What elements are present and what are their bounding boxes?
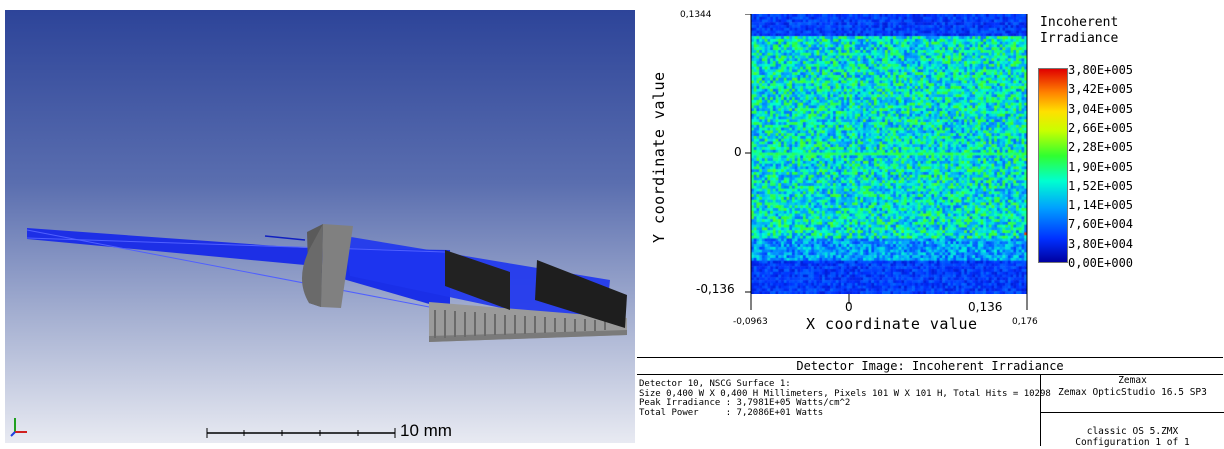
- info-vendor-block: Zemax Zemax OpticStudio 16.5 SP3: [1041, 374, 1224, 413]
- title-line-2: Irradiance: [1040, 31, 1119, 46]
- colorbar-tick-label: 3,04E+005: [1068, 101, 1134, 116]
- colorbar-tick-label: 7,60E+004: [1068, 217, 1134, 232]
- y-tick-top: 0,1344: [680, 10, 712, 20]
- prism-block: [445, 250, 510, 310]
- configuration: Configuration 1 of 1: [1075, 437, 1190, 448]
- info-config-block: classic OS 5.ZMX Configuration 1 of 1: [1041, 413, 1224, 448]
- layout-viewport[interactable]: [5, 10, 635, 443]
- detail-line-1: Detector 10, NSCG Surface 1:: [639, 379, 791, 389]
- x-tick-left: -0,0963: [733, 317, 768, 327]
- irradiance-title: Incoherent Irradiance: [1040, 15, 1180, 47]
- detail-line-3: Peak Irradiance : 3,7981E+05 Watts/cm^2: [639, 398, 851, 408]
- y-tick-bottom: -0,136: [696, 282, 735, 296]
- info-meta: Zemax Zemax OpticStudio 16.5 SP3 classic…: [1040, 374, 1224, 448]
- axis-triad-icon: [10, 418, 27, 437]
- colorbar-tick-label: 2,28E+005: [1068, 140, 1134, 155]
- heat-sink: [429, 302, 627, 342]
- detail-line-2: Size 0,400 W X 0,400 H Millimeters, Pixe…: [639, 388, 1051, 399]
- detail-line-4: Total Power : 7,2086E+01 Watts: [639, 407, 824, 418]
- colorbar-tick-label: 3,80E+004: [1068, 236, 1134, 251]
- detector-block: [535, 260, 627, 328]
- colorbar: [1038, 68, 1068, 263]
- file-name: classic OS 5.ZMX: [1086, 426, 1179, 437]
- product-name: Zemax OpticStudio 16.5 SP3: [1058, 387, 1207, 398]
- info-panel: Detector Image: Incoherent Irradiance De…: [637, 357, 1224, 448]
- scale-bar: [206, 428, 396, 438]
- x-tick-zero: 0: [845, 300, 853, 314]
- colorbar-tick-label: 1,52E+005: [1068, 178, 1134, 193]
- irradiance-heatmap: [751, 14, 1027, 294]
- y-axis-label: Y coordinate value: [650, 71, 668, 243]
- colorbar-tick-label: 1,14E+005: [1068, 198, 1134, 213]
- scale-bar-label: 10 mm: [400, 421, 452, 440]
- lens-element: [302, 224, 353, 308]
- x-axis-label: X coordinate value: [806, 315, 978, 333]
- optical-layout-drawing: [10, 224, 627, 437]
- y-tick-zero: 0: [734, 145, 742, 159]
- heatmap-frame: [745, 14, 1028, 310]
- info-details: Detector 10, NSCG Surface 1: Size 0,400 W…: [639, 379, 1051, 418]
- vendor-name: Zemax: [1118, 375, 1147, 386]
- colorbar-tick-label: 3,80E+005: [1068, 63, 1134, 77]
- colorbar-tick-label: 0,00E+000: [1068, 256, 1134, 270]
- colorbar-tick-label: 3,42E+005: [1068, 82, 1134, 97]
- x-tick-mid: 0,136: [968, 300, 1003, 314]
- info-title: Detector Image: Incoherent Irradiance: [637, 358, 1223, 375]
- colorbar-tick-label: 1,90E+005: [1068, 159, 1134, 174]
- title-line-1: Incoherent: [1040, 15, 1119, 30]
- x-tick-right: 0,176: [1012, 317, 1038, 327]
- colorbar-tick-label: 2,66E+005: [1068, 120, 1134, 135]
